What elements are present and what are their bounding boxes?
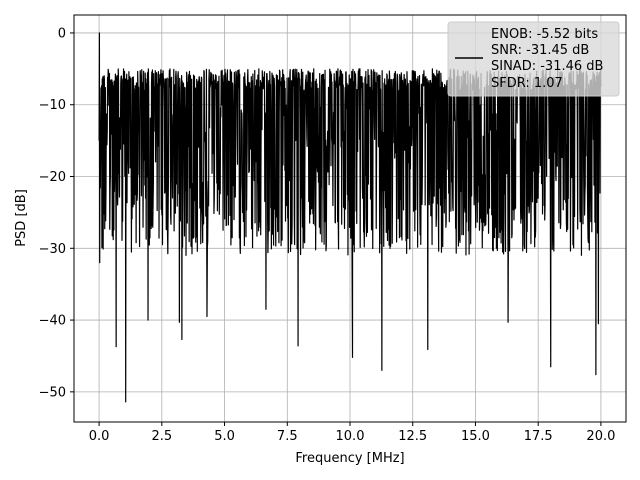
psd-line <box>98 32 602 403</box>
y-tick-label: −30 <box>39 242 66 257</box>
x-axis-label: Frequency [MHz] <box>295 451 404 466</box>
y-axis-label: PSD [dB] <box>14 189 29 247</box>
x-tick-label: 17.5 <box>524 429 553 444</box>
psd-series <box>98 32 602 403</box>
x-tick-label: 2.5 <box>151 429 172 444</box>
legend-entry-sfdr: SFDR: 1.07 <box>491 76 563 91</box>
plot-area <box>98 32 602 403</box>
legend-entry-sinad: SINAD: -31.46 dB <box>491 59 603 74</box>
legend-entry-enob: ENOB: -5.52 bits <box>491 27 598 42</box>
x-tick-label: 10.0 <box>336 429 365 444</box>
x-tick-label: 0.0 <box>89 429 110 444</box>
x-tick-label: 20.0 <box>586 429 615 444</box>
legend-box <box>447 21 620 97</box>
y-tick-label: −20 <box>39 170 66 185</box>
y-tick-label: 0 <box>58 26 66 41</box>
x-tick-label: 12.5 <box>398 429 427 444</box>
x-tick-label: 7.5 <box>277 429 298 444</box>
x-axis-ticks: 0.0 2.5 5.0 7.5 10.0 12.5 15.0 17.5 20.0 <box>89 422 615 444</box>
legend-entry-snr: SNR: -31.45 dB <box>491 43 589 58</box>
y-tick-label: −40 <box>39 314 66 329</box>
y-tick-label: −50 <box>39 385 66 400</box>
y-tick-label: −10 <box>39 98 66 113</box>
y-axis-ticks: 0 −10 −20 −30 −40 −50 <box>39 26 74 400</box>
x-tick-label: 15.0 <box>461 429 490 444</box>
legend: ENOB: -5.52 bits SNR: -31.45 dB SINAD: -… <box>447 21 620 97</box>
x-tick-label: 5.0 <box>214 429 235 444</box>
